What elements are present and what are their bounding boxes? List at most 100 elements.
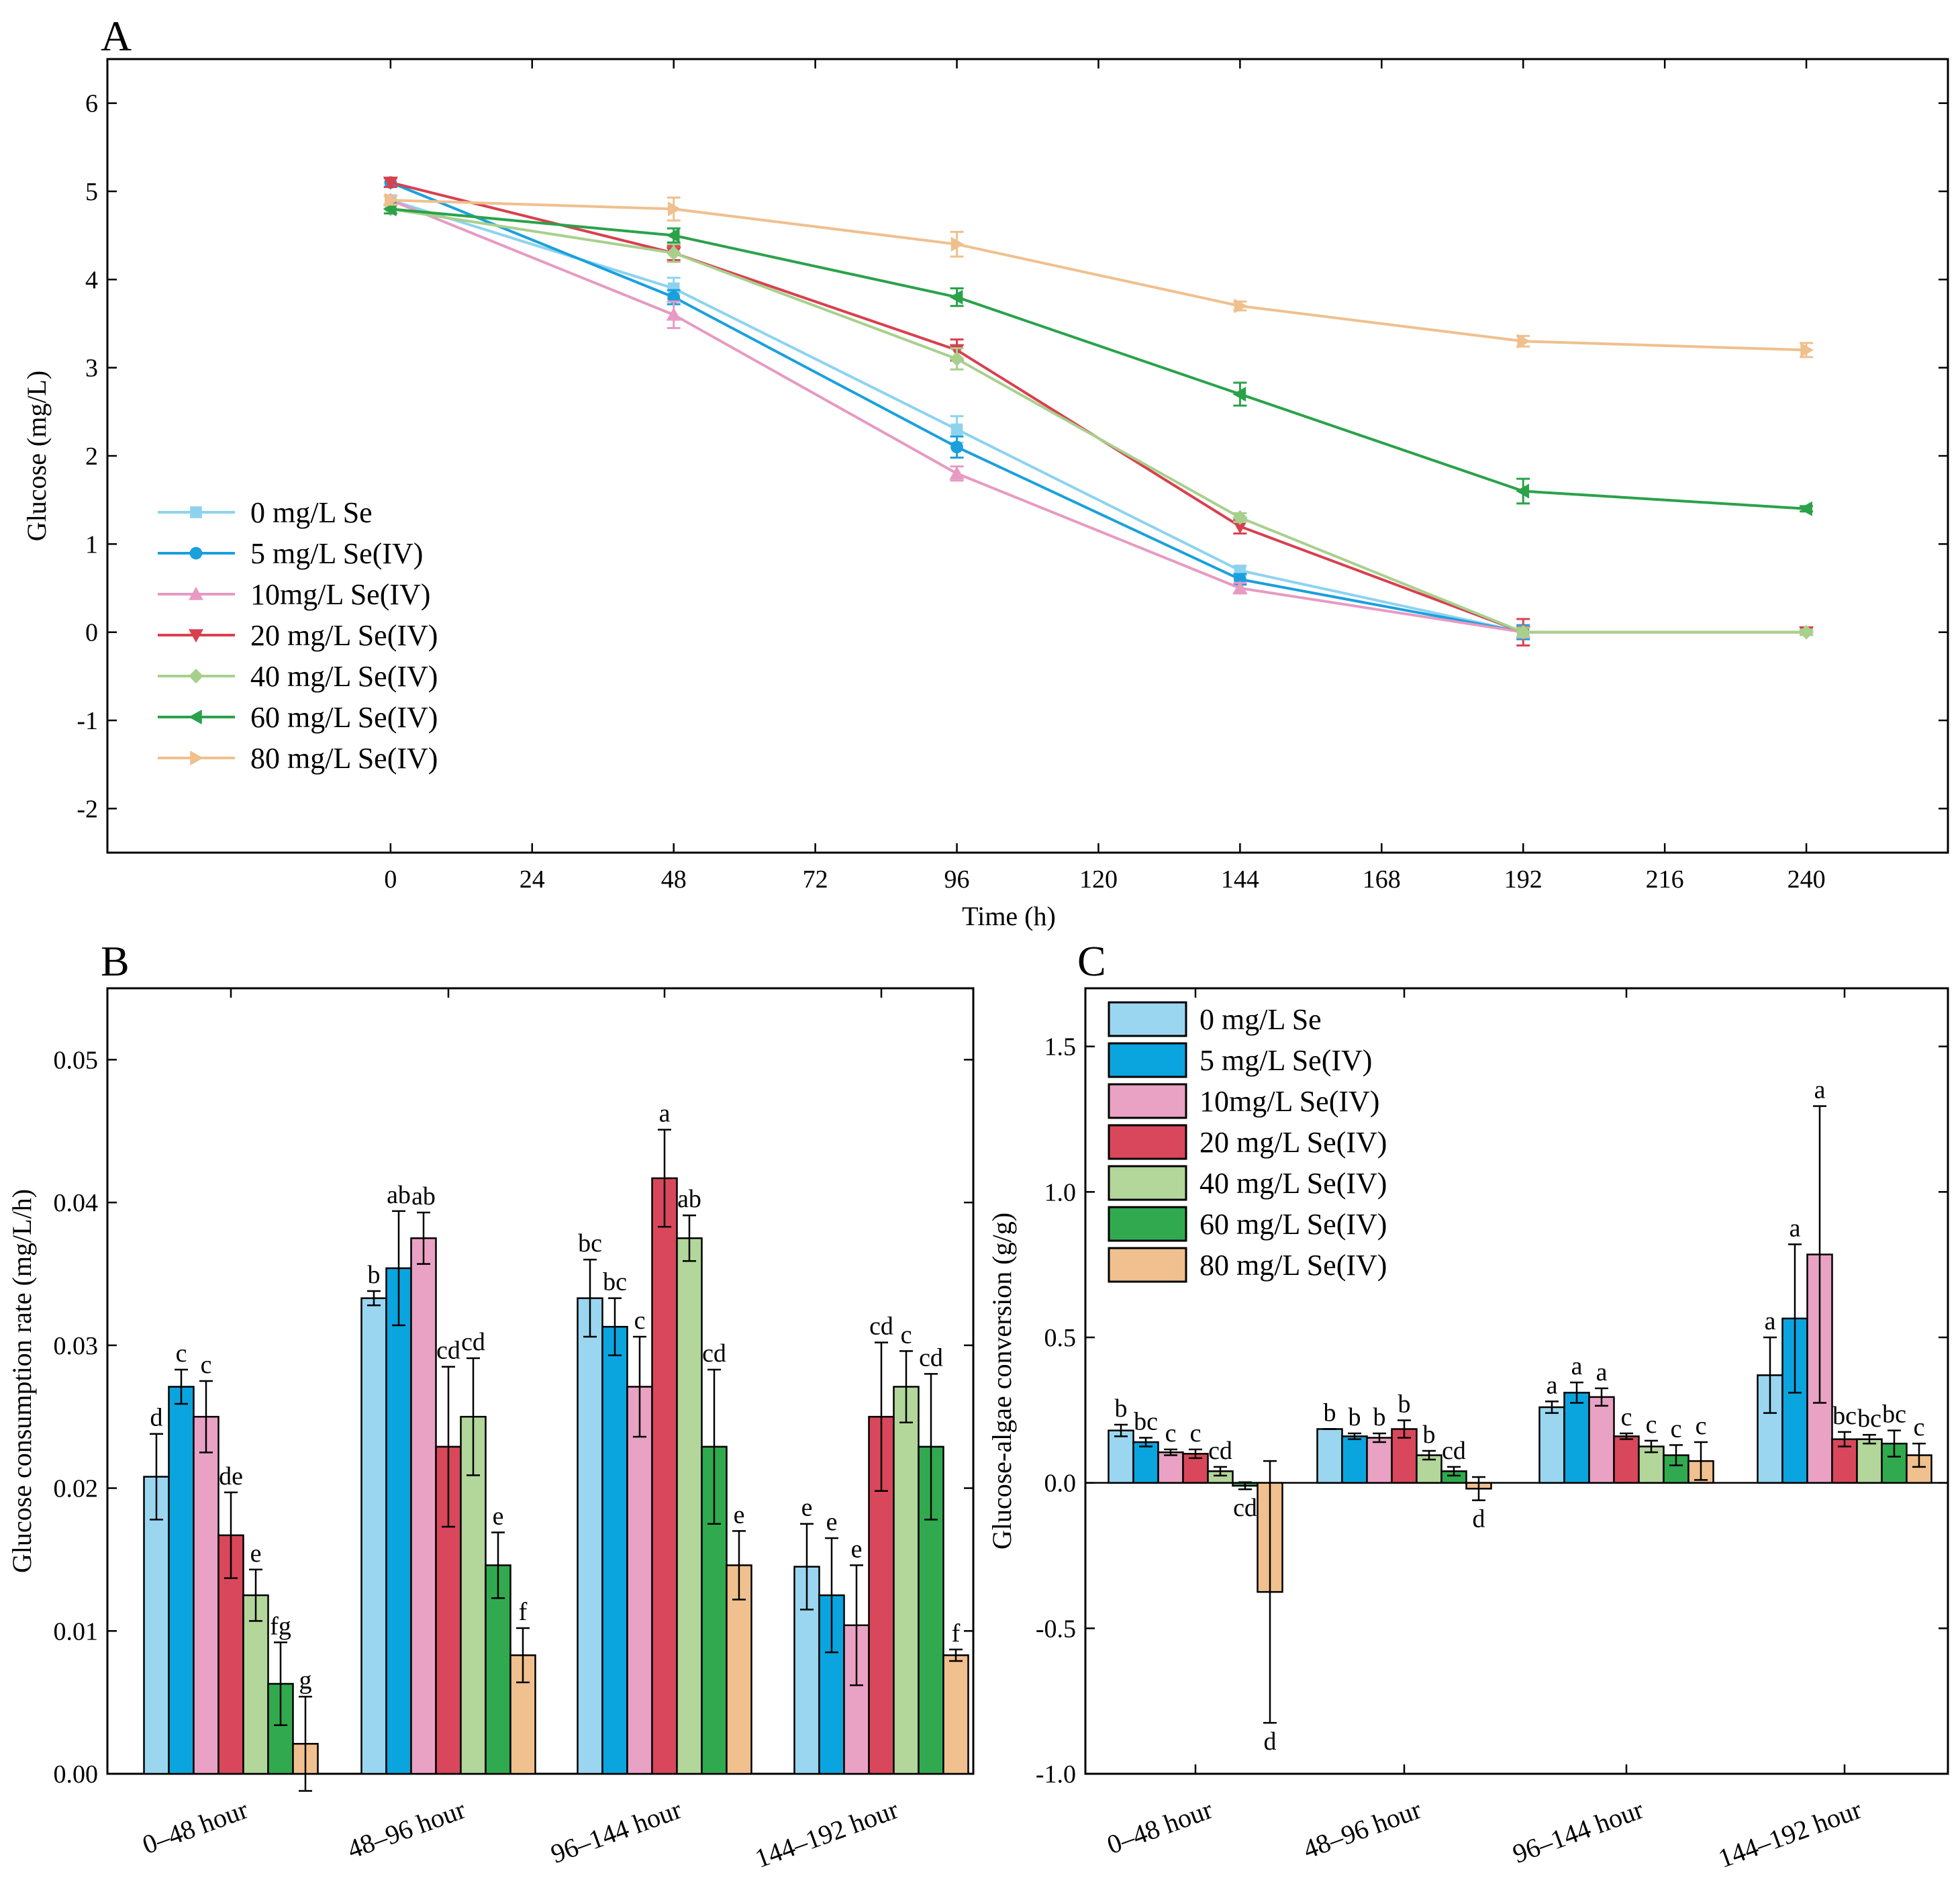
panel-b-significance-letter: e xyxy=(826,1508,838,1536)
panel-a-data-point xyxy=(385,193,398,208)
panel-c-plot-frame xyxy=(1084,987,1949,1775)
panel-c-bar xyxy=(1563,1392,1590,1484)
panel-a-data-point xyxy=(950,440,963,454)
panel-a-y-tick-label: -2 xyxy=(77,795,98,823)
panel-a-data-point xyxy=(666,245,681,260)
panel-a-series-6 xyxy=(383,193,1814,359)
panel-c: C -1.0-0.50.00.51.01.50–48 hour 48–96 hou… xyxy=(987,937,1949,1874)
panel-a-series-line xyxy=(390,199,1807,352)
panel-b-y-tick-label: 0.02 xyxy=(54,1475,99,1503)
panel-a-data-point xyxy=(667,201,681,217)
panel-a-data-point xyxy=(949,466,965,480)
panel-a-data-point xyxy=(950,423,963,436)
panel-b-significance-letter: cd xyxy=(702,1339,726,1368)
panel-a-legend-label: 60 mg/L Se(IV) xyxy=(250,701,438,734)
panel-a-x-tick-label: 240 xyxy=(1787,865,1826,894)
panel-c-significance-letter: c xyxy=(1190,1419,1202,1447)
panel-a-data-point xyxy=(1516,483,1530,499)
panel-b-significance-letter: bc xyxy=(603,1268,627,1296)
panel-c-bar xyxy=(1132,1441,1159,1484)
panel-a-x-tick-label: 120 xyxy=(1079,865,1118,894)
panel-c-significance-letter: a xyxy=(1571,1352,1583,1380)
panel-a-data-point xyxy=(1234,298,1248,314)
panel-b-bar xyxy=(893,1386,920,1775)
panel-b-significance-letter: a xyxy=(659,1100,671,1128)
panel-c-significance-letter: c xyxy=(1165,1419,1177,1447)
panel-c-significance-letter: b xyxy=(1423,1421,1436,1449)
panel-a-y-tick-label: -1 xyxy=(77,707,98,735)
panel-a-data-point xyxy=(667,282,680,295)
panel-c-legend-swatch xyxy=(1108,1124,1187,1160)
panel-a-legend-marker xyxy=(189,547,203,560)
panel-b-y-tick-label: 0.05 xyxy=(54,1046,99,1074)
panel-b-bar xyxy=(626,1386,653,1775)
panel-a-legend: 0 mg/L Se 5 mg/L Se(IV) 10mg/L Se(IV) 20 mg… xyxy=(158,496,438,775)
panel-c-legend: 0 mg/L Se 5 mg/L Se(IV) 10mg/L Se(IV) 20 mg… xyxy=(1108,1001,1387,1283)
panel-b-y-axis-label: Glucose consumption rate (mg/L/h) xyxy=(7,1189,37,1573)
panel-c-significance-letter: a xyxy=(1790,1214,1801,1242)
panel-a-ticks: 0 24 48 72 96 120 144 168 192 216 240 -2 -1 0 1 2 3 4 5 6 xyxy=(77,59,1948,894)
panel-a-legend-item-2: 10mg/L Se(IV) xyxy=(158,578,430,611)
panel-c-bar xyxy=(1316,1428,1343,1484)
panel-c-bar xyxy=(1856,1438,1883,1484)
panel-b-bar xyxy=(410,1237,437,1775)
panel-c-legend-swatch xyxy=(1108,1001,1187,1037)
panel-a-x-tick-label: 168 xyxy=(1363,865,1401,894)
panel-a-data-point xyxy=(949,351,965,367)
panel-c-significance-letter: a xyxy=(1814,1076,1826,1104)
panel-b-significance-letter: e xyxy=(851,1535,863,1563)
panel-c-bar xyxy=(1157,1451,1184,1484)
panel-c-letter: C xyxy=(1077,937,1106,985)
panel-a-legend-marker xyxy=(189,669,203,683)
panel-a-data-point xyxy=(949,289,963,305)
panel-b-significance-letter: f xyxy=(519,1598,528,1626)
panel-a-legend-label: 5 mg/L Se(IV) xyxy=(250,537,423,570)
panel-c-significance-letter: d xyxy=(1264,1727,1277,1756)
panel-c-significance-letter: b xyxy=(1115,1394,1128,1423)
panel-a-series-line xyxy=(390,207,1807,510)
panel-a-x-tick-label: 24 xyxy=(520,865,545,894)
panel-a-legend-label: 0 mg/L Se xyxy=(250,496,373,529)
panel-a-y-tick-label: 4 xyxy=(85,266,98,294)
panel-b-bar xyxy=(942,1654,969,1775)
panel-a-data-point xyxy=(1232,581,1248,594)
panel-c-significance-letter: d xyxy=(1473,1505,1485,1533)
panel-b-bar xyxy=(577,1297,603,1775)
panel-b-y-tick-label: 0.03 xyxy=(54,1332,99,1360)
panel-b-significance-letter: f xyxy=(952,1619,961,1648)
panel-b-significance-letter: c xyxy=(901,1321,912,1349)
panel-a-data-point xyxy=(1799,501,1812,516)
panel-b-bar xyxy=(485,1564,511,1775)
panel-c-significance-letter: a xyxy=(1596,1358,1608,1386)
panel-a-y-tick-label: 1 xyxy=(85,530,98,559)
panel-a-data-point xyxy=(666,228,680,243)
panel-c-legend-swatch xyxy=(1108,1083,1187,1119)
panel-a-x-axis-label: Time (h) xyxy=(962,901,1056,931)
panel-a-y-axis-label: Glucose (mg/L) xyxy=(21,371,52,541)
panel-b-significance-letter: e xyxy=(250,1539,262,1568)
panel-a-series xyxy=(383,176,1814,647)
panel-a-data-point xyxy=(1232,520,1248,534)
panel-c-legend-label: 20 mg/L Se(IV) xyxy=(1199,1126,1387,1159)
panel-b-significance-letter: cd xyxy=(461,1328,485,1356)
panel-c-significance-letter: a xyxy=(1547,1371,1558,1399)
panel-b-significance-letter: cd xyxy=(869,1313,893,1341)
panel-b-bar xyxy=(651,1177,678,1775)
panel-a-legend-item-3: 20 mg/L Se(IV) xyxy=(158,619,438,652)
panel-c-y-tick-label: -1.0 xyxy=(1036,1760,1076,1789)
panel-c-significance-letter: cd xyxy=(1442,1437,1466,1465)
panel-b-bar xyxy=(193,1415,219,1775)
panel-a-legend-item-5: 60 mg/L Se(IV) xyxy=(158,701,438,734)
panel-a-legend-marker xyxy=(190,751,203,765)
panel-a-legend-marker xyxy=(189,629,203,643)
panel-b-bar xyxy=(385,1267,412,1775)
panel-c-significance-letter: c xyxy=(1914,1413,1925,1441)
panel-a-data-point xyxy=(1800,342,1814,358)
panel-c-significance-letter: b xyxy=(1373,1403,1386,1431)
panel-a-legend-label: 20 mg/L Se(IV) xyxy=(250,619,438,652)
panel-c-significance-letter: b xyxy=(1349,1403,1361,1431)
panel-b-bar xyxy=(242,1594,269,1775)
panel-c-significance-letter: c xyxy=(1621,1403,1632,1431)
